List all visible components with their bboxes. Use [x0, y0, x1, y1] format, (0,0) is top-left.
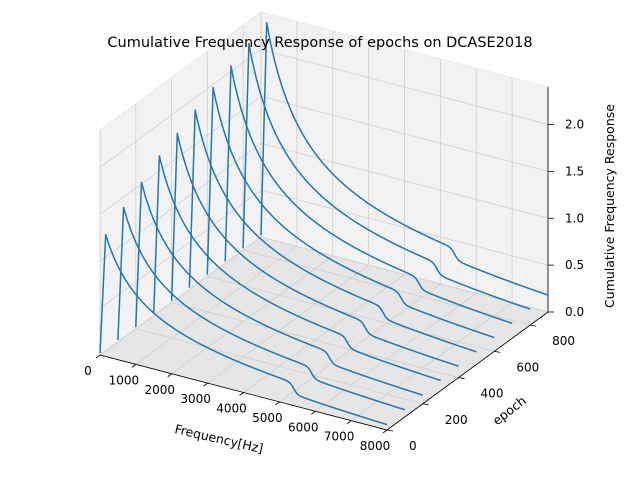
x-tick-label: 3000	[180, 392, 211, 406]
y-tick	[386, 429, 394, 432]
x-tick	[131, 364, 137, 368]
x-tick	[275, 401, 280, 406]
z-tick-label: 0.0	[565, 305, 584, 319]
x-tick-label: 0	[84, 364, 92, 378]
y-tick-label: 400	[481, 387, 504, 401]
series-lines	[99, 22, 549, 426]
series-line-epoch-700	[224, 65, 513, 325]
grid-line-x-floor	[171, 255, 333, 375]
grid-line-x-floor	[315, 292, 477, 412]
x-tick-label: 8000	[360, 439, 391, 453]
x-tick-label: 7000	[324, 430, 355, 444]
series-line-epoch-800	[242, 42, 531, 310]
y-tick-label: 600	[516, 360, 539, 374]
grid-line-x-floor	[135, 246, 298, 365]
series-line-epoch-0	[99, 233, 388, 426]
grid-line-z-left	[99, 96, 262, 215]
grid-line-z-back	[260, 189, 549, 266]
y-tick	[530, 324, 537, 327]
y-tick	[458, 377, 465, 379]
grid-line-x-floor	[243, 274, 405, 393]
grid-line-x-floor	[279, 283, 441, 403]
z-axis-label: Cumulative Frequency Response	[602, 104, 617, 308]
series-line-epoch-600	[206, 86, 495, 339]
y-tick	[494, 350, 501, 353]
grid-line-z-back	[260, 49, 549, 125]
series-line-epoch-400	[170, 132, 459, 367]
x-tick	[167, 373, 172, 378]
z-tick-label: 1.0	[565, 211, 584, 225]
chart-title: Cumulative Frequency Response of epochs …	[107, 35, 532, 51]
y-tick-label: 200	[445, 413, 468, 427]
z-tick-label: 1.5	[565, 164, 584, 178]
grid-line-x-floor	[207, 264, 369, 384]
grid-line-y-floor	[171, 302, 459, 378]
series-line-epoch-500	[188, 109, 477, 353]
axis-panes	[99, 11, 549, 431]
x-tick	[382, 429, 388, 434]
x-tick-label: 4000	[216, 402, 247, 416]
grid-line-z-left	[99, 236, 262, 356]
grid-line-y-floor	[135, 328, 423, 405]
x-tick	[239, 392, 244, 396]
y-axis-line	[386, 311, 549, 431]
grid-line-z-back	[260, 95, 549, 172]
x-tick	[203, 382, 208, 387]
y-tick	[422, 403, 429, 406]
grid-line-z-back	[260, 142, 549, 219]
grid-line-z-left	[99, 142, 262, 262]
grid-line-z-left	[99, 49, 262, 168]
series-line-epoch-200	[135, 181, 424, 396]
x-tick	[95, 354, 101, 359]
y-tick-label: 800	[552, 334, 575, 348]
series-line-epoch-100	[117, 206, 406, 411]
series-line-epoch-900	[260, 22, 549, 296]
x-tick-label: 2000	[144, 383, 175, 397]
x-tick-label: 5000	[252, 411, 283, 425]
z-tick-label: 0.5	[565, 258, 584, 272]
axis-lines	[95, 87, 554, 434]
x-tick-label: 6000	[288, 420, 319, 434]
grid-line-z-back	[260, 236, 549, 313]
x-tick	[311, 410, 316, 415]
x-axis-label: Frequency[Hz]	[173, 421, 264, 456]
y-tick-label: 0	[409, 439, 417, 453]
grid-line-y-floor	[207, 275, 495, 352]
series-line-epoch-300	[152, 155, 441, 382]
tick-labels: 0 1000 2000 3000 4000 5000 6000 7000 8000 0 200 400…	[84, 118, 584, 454]
z-tick-label: 2.0	[565, 118, 584, 132]
x-tick-label: 1000	[109, 373, 140, 387]
x-tick	[346, 420, 352, 424]
